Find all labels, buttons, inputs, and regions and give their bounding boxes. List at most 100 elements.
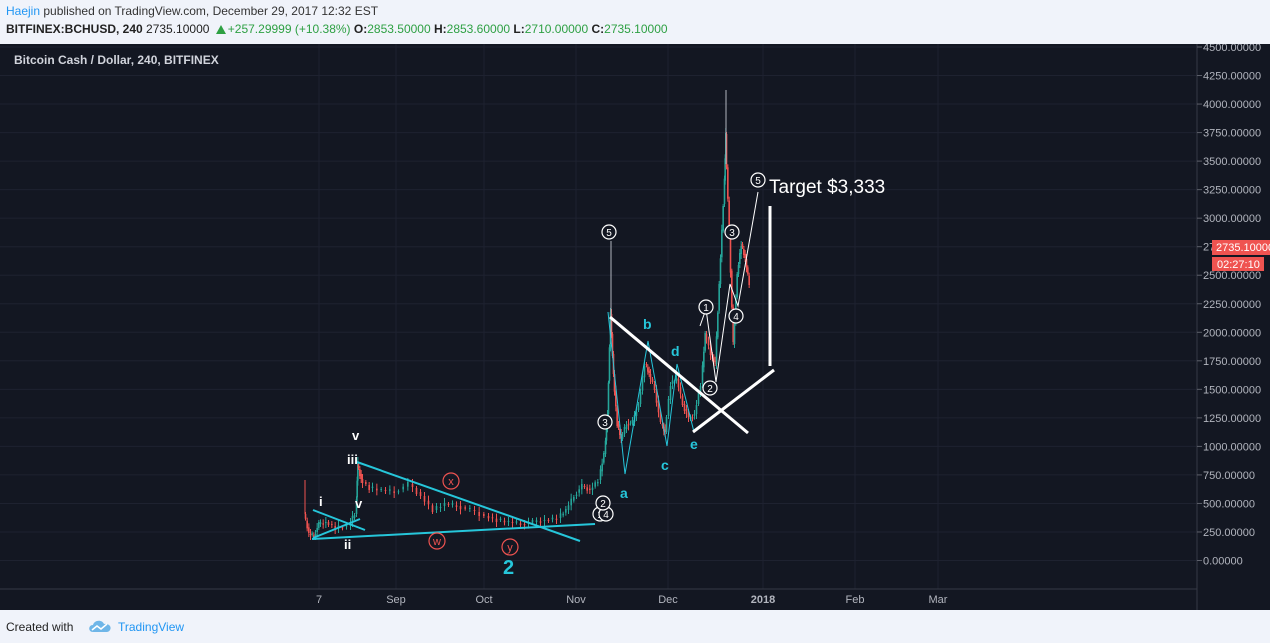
price-axis-label: 1000.00000 bbox=[1203, 441, 1261, 453]
price-axis-label: 4250.00000 bbox=[1203, 71, 1261, 83]
circled-wave-number: 3 bbox=[724, 224, 740, 240]
circled-wave-number: 5 bbox=[750, 172, 766, 188]
wave-label-iii: iii bbox=[347, 452, 358, 467]
white-triangle-upper bbox=[609, 315, 749, 435]
price-axis-label: 250.00000 bbox=[1203, 527, 1255, 539]
svg-text:5: 5 bbox=[606, 228, 612, 239]
wave-label-x: x bbox=[442, 472, 460, 490]
white-triangle-lower bbox=[692, 368, 775, 434]
time-axis[interactable]: 7 Sep Oct Nov Dec 2018 Feb Mar bbox=[316, 594, 948, 606]
cyan-wave-lines bbox=[311, 311, 695, 542]
wave-label-v: v bbox=[352, 428, 360, 443]
white-wave-lines bbox=[609, 191, 775, 435]
time-axis-label: 7 bbox=[316, 594, 322, 606]
low-value: 2710.00000 bbox=[524, 22, 589, 36]
circled-wave-numbers: 5142312345 bbox=[592, 172, 766, 522]
wave-label-iv: v bbox=[355, 496, 363, 511]
target-label: Target $3,333 bbox=[769, 177, 885, 198]
price-axis-label: 500.00000 bbox=[1203, 498, 1255, 510]
price-axis-label: 4500.00000 bbox=[1203, 44, 1261, 54]
wave-label-b: b bbox=[643, 316, 652, 332]
price-axis-label: 0.00000 bbox=[1203, 556, 1243, 568]
wave-label-2: 2 bbox=[503, 557, 514, 579]
svg-text:2: 2 bbox=[707, 384, 713, 395]
time-axis-label: Sep bbox=[386, 594, 406, 606]
publish-header: Haejin published on TradingView.com, Dec… bbox=[0, 0, 1270, 44]
red-wave-labels: x w y bbox=[428, 472, 519, 556]
ohlc-bar: BITFINEX:BCHUSD, 240 2735.10000 +257.299… bbox=[6, 22, 668, 36]
price-axis-label: 750.00000 bbox=[1203, 470, 1255, 482]
wave-label-w: w bbox=[428, 532, 446, 550]
close-value: 2735.10000 bbox=[604, 22, 668, 36]
published-text: published on TradingView.com, December 2… bbox=[43, 4, 379, 18]
candlestick-series bbox=[304, 90, 750, 540]
open-label: O: bbox=[353, 22, 368, 36]
author-link[interactable]: Haejin bbox=[6, 4, 41, 18]
footer: Created with TradingView bbox=[0, 610, 1270, 643]
svg-text:2: 2 bbox=[600, 499, 606, 510]
wave-label-e: e bbox=[690, 436, 698, 452]
wave-label-c: c bbox=[661, 457, 669, 473]
svg-text:4: 4 bbox=[603, 510, 609, 521]
circled-wave-number: 3 bbox=[597, 414, 613, 430]
circled-wave-number: 5 bbox=[601, 224, 617, 240]
time-axis-label: Nov bbox=[566, 594, 586, 606]
created-with-text: Created with bbox=[6, 620, 74, 634]
price-axis-label: 2250.00000 bbox=[1203, 299, 1261, 311]
close-label: C: bbox=[591, 22, 605, 36]
price-axis-label: 2500.00000 bbox=[1203, 270, 1261, 282]
svg-text:4: 4 bbox=[733, 312, 739, 323]
high-value: 2853.60000 bbox=[446, 22, 511, 36]
wave-label-ii: ii bbox=[344, 537, 351, 552]
time-axis-label: Oct bbox=[475, 594, 492, 606]
high-label: H: bbox=[433, 22, 447, 36]
svg-text:w: w bbox=[432, 536, 441, 548]
price-axis-label: 3250.00000 bbox=[1203, 185, 1261, 197]
svg-text:5: 5 bbox=[755, 176, 761, 187]
price-axis[interactable]: 4500.00000 4250.00000 4000.00000 3750.00000… bbox=[1197, 44, 1261, 568]
time-axis-label: 2018 bbox=[751, 594, 775, 606]
price-axis-label: 3750.00000 bbox=[1203, 128, 1261, 140]
last-price-tag-text: 2735.10000 bbox=[1216, 242, 1270, 254]
circled-wave-number: 4 bbox=[728, 308, 744, 324]
up-triangle-icon bbox=[215, 25, 226, 34]
lower-trendline bbox=[311, 523, 596, 540]
wave-label-d: d bbox=[671, 343, 680, 359]
countdown-tag bbox=[1212, 257, 1264, 271]
time-axis-label: Feb bbox=[846, 594, 865, 606]
time-axis-label: Mar bbox=[929, 594, 948, 606]
wave-i-line bbox=[312, 509, 366, 531]
tradingview-cloud-icon[interactable] bbox=[87, 618, 113, 634]
open-value: 2853.50000 bbox=[367, 22, 431, 36]
price-axis-label: 3500.00000 bbox=[1203, 156, 1261, 168]
price-axis-label: 3000.00000 bbox=[1203, 213, 1261, 225]
svg-text:3: 3 bbox=[602, 418, 608, 429]
svg-text:3: 3 bbox=[729, 228, 735, 239]
upper-trendline bbox=[356, 461, 581, 542]
price-axis-label: 1750.00000 bbox=[1203, 356, 1261, 368]
countdown-tag-text: 02:27:10 bbox=[1217, 259, 1260, 271]
symbol-label: BITFINEX:BCHUSD, 240 bbox=[6, 22, 143, 36]
time-axis-label: Dec bbox=[658, 594, 678, 606]
wave-label-a: a bbox=[620, 485, 628, 501]
wave-ii-line bbox=[312, 518, 361, 539]
price-chart[interactable]: 4500.000004250.000004000.000003750.00000… bbox=[0, 44, 1270, 610]
low-label: L: bbox=[513, 22, 525, 36]
white-wave-labels: i ii iii v v bbox=[319, 428, 363, 552]
svg-text:x: x bbox=[448, 476, 454, 488]
price-axis-label: 2000.00000 bbox=[1203, 327, 1261, 339]
circled-wave-number: 2 bbox=[702, 380, 718, 396]
circled-wave-number: 1 bbox=[698, 299, 714, 315]
publish-info: Haejin published on TradingView.com, Dec… bbox=[6, 4, 378, 18]
tradingview-link[interactable]: TradingView bbox=[118, 620, 185, 634]
last-price: 2735.10000 bbox=[146, 22, 210, 36]
chart-title: Bitcoin Cash / Dollar, 240, BITFINEX bbox=[14, 53, 219, 67]
wave-label-y: y bbox=[501, 538, 519, 556]
wave-label-i: i bbox=[319, 494, 323, 509]
svg-text:1: 1 bbox=[703, 303, 709, 314]
svg-text:y: y bbox=[507, 542, 513, 554]
chart-area[interactable]: 4500.00000 4250.00000 4000.00000 3750.00000… bbox=[0, 44, 1270, 610]
price-axis-label: 1250.00000 bbox=[1203, 413, 1261, 425]
price-axis-label: 4000.00000 bbox=[1203, 99, 1261, 111]
cyan-wave-labels: a b c d e 2 bbox=[503, 316, 698, 579]
